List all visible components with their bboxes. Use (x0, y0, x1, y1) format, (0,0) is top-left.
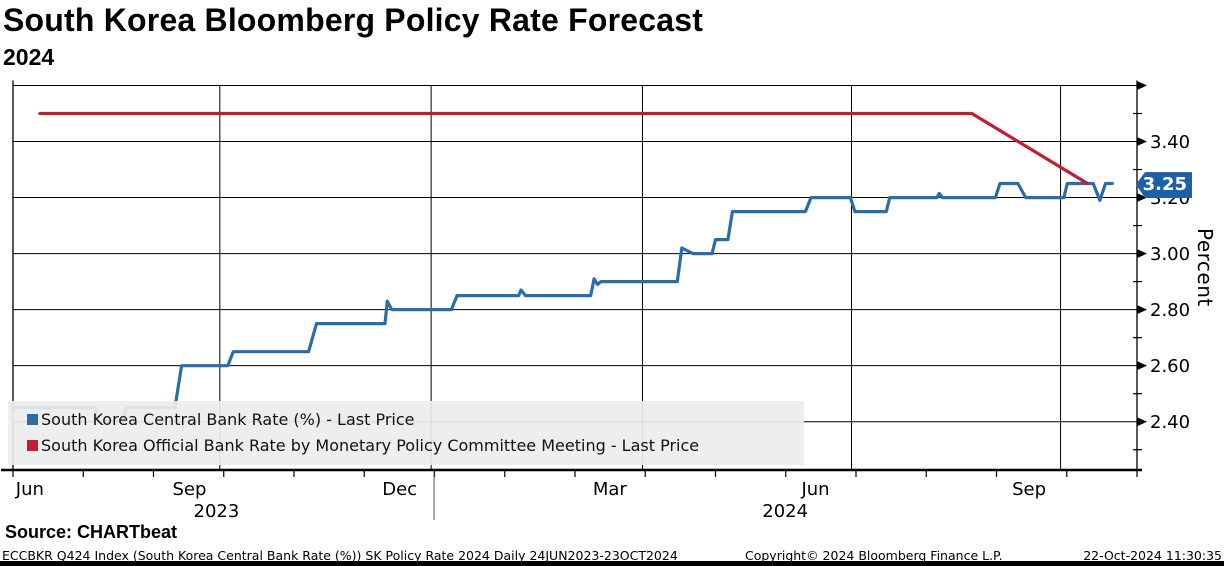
x-year-label: 2023 (194, 501, 240, 522)
legend: South Korea Central Bank Rate (%) - Last… (8, 401, 804, 465)
ticker-description: ECCBKR Q424 Index (South Korea Central B… (2, 548, 678, 563)
policy-committee-rate-line (38, 111, 1090, 186)
y-tick-label: 2.60 (1150, 356, 1190, 377)
x-quarter-label: Dec (382, 479, 417, 500)
source-label: Source: CHARTbeat (5, 522, 178, 542)
legend-label-central-bank-rate: South Korea Central Bank Rate (%) - Last… (41, 409, 415, 429)
x-year-label: 2024 (762, 501, 808, 522)
x-quarter-label: Mar (593, 479, 628, 500)
y-tick-arrow (1137, 80, 1147, 90)
timestamp: 22-Oct-2024 11:30:35 (1083, 548, 1222, 563)
x-quarter-label: Jun (800, 479, 829, 500)
x-quarter-label: Jun (15, 479, 44, 500)
y-tick-label: 3.40 (1150, 132, 1190, 153)
legend-label-official-bank-rate: South Korea Official Bank Rate by Moneta… (41, 435, 700, 455)
legend-swatch-red (27, 439, 38, 451)
terminal-bottom-bar (0, 561, 1224, 566)
last-price-badge: 3.25 (1136, 172, 1192, 198)
y-tick-arrow (1137, 193, 1147, 203)
page-subtitle: 2024 (3, 44, 55, 70)
y-tick-arrow (1137, 361, 1147, 371)
legend-item-central-bank-rate: South Korea Central Bank Rate (%) - Last… (27, 406, 804, 432)
y-tick-arrow (1137, 249, 1147, 259)
y-tick-arrow (1137, 137, 1147, 147)
central-bank-rate-line (11, 181, 1114, 424)
y-tick-label: 2.80 (1150, 300, 1190, 321)
x-quarter-label: Sep (172, 479, 206, 500)
y-tick-arrow (1137, 305, 1147, 315)
x-quarter-label: Sep (1012, 479, 1046, 500)
y-tick-arrow (1137, 417, 1147, 427)
y-axis-title: Percent (1193, 228, 1217, 307)
legend-item-official-bank-rate: South Korea Official Bank Rate by Moneta… (27, 432, 804, 458)
page-title: South Korea Bloomberg Policy Rate Foreca… (3, 2, 704, 38)
legend-swatch-blue (27, 413, 38, 425)
copyright-text: Copyright© 2024 Bloomberg Finance L.P. (745, 548, 1003, 563)
y-tick-label: 3.00 (1150, 244, 1190, 265)
y-tick-label: 2.40 (1150, 412, 1190, 433)
